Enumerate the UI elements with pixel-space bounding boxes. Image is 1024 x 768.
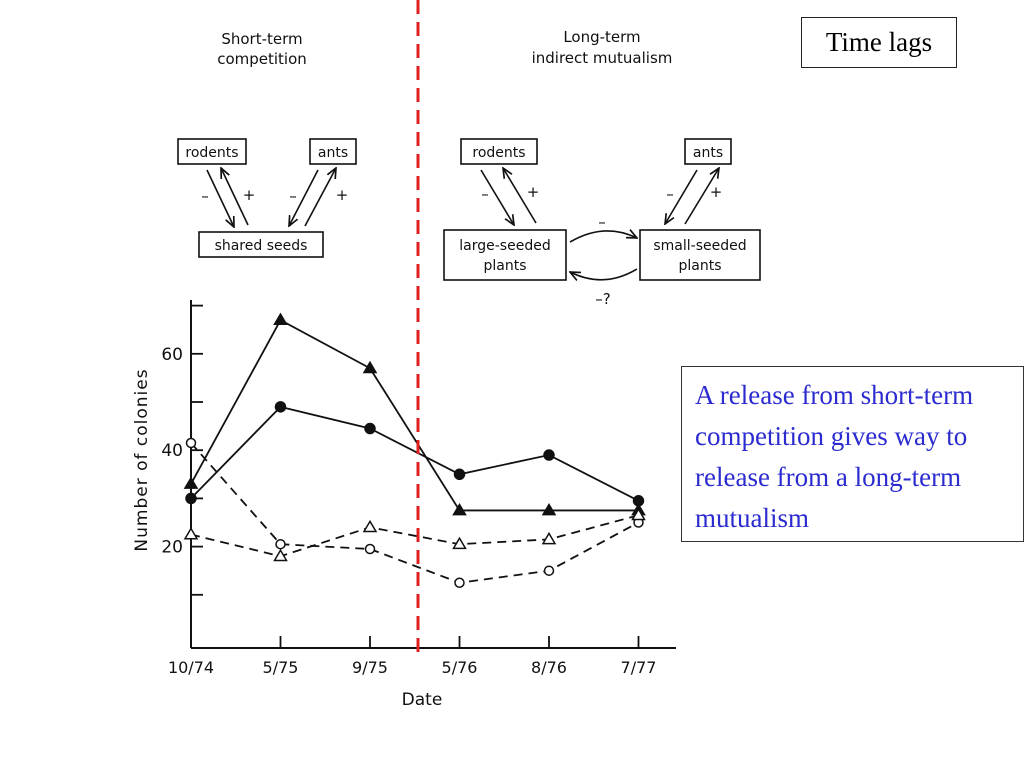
x-tick-label: 5/75 xyxy=(263,658,299,677)
ants-box xyxy=(309,138,357,165)
data-point xyxy=(273,548,288,562)
data-point xyxy=(453,468,466,481)
y-tick-label: 20 xyxy=(161,538,183,558)
x-tick-label: 8/76 xyxy=(531,658,567,677)
sign-minus-2: – xyxy=(289,187,297,205)
short-term-title-line1: Short-term xyxy=(221,30,302,48)
data-point xyxy=(452,502,467,516)
time-lags-label: Time lags xyxy=(801,17,957,68)
short-term-title-line2: competition xyxy=(217,50,307,68)
data-point xyxy=(362,360,378,374)
data-point xyxy=(631,507,646,521)
data-point xyxy=(275,538,286,550)
short-term-diagram: rodents ants shared seeds – + – + xyxy=(177,138,357,258)
rodents-label-right: rodents xyxy=(472,145,525,161)
sign-minus-question: –? xyxy=(595,290,610,308)
data-point xyxy=(183,527,199,540)
arrow-ants-to-small xyxy=(665,169,698,224)
x-tick-label: 9/75 xyxy=(352,658,388,677)
arrow-rodents-to-seeds xyxy=(206,169,234,227)
arrow-large-to-small xyxy=(569,231,637,243)
data-point xyxy=(183,476,199,489)
y-axis-label: Number of colonies xyxy=(132,368,152,551)
ants-label: ants xyxy=(318,145,348,161)
series-filled-triangle xyxy=(183,312,646,516)
sign-minus-3: – xyxy=(481,185,489,203)
arrow-small-to-large xyxy=(570,268,638,280)
large-seeded-plants-box xyxy=(443,229,567,281)
data-point xyxy=(185,437,197,449)
x-ticks: 10/74 5/75 9/75 5/76 8/76 7/77 xyxy=(168,636,657,677)
sign-plus-3: + xyxy=(527,183,540,201)
data-point xyxy=(362,519,378,533)
sign-plus-1: + xyxy=(243,186,256,204)
series-line xyxy=(190,318,639,512)
data-point xyxy=(632,495,645,507)
sign-plus-2: + xyxy=(336,186,349,204)
data-point xyxy=(541,531,557,545)
series-filled-circle xyxy=(185,401,645,507)
x-tick-label: 5/76 xyxy=(442,658,478,677)
shared-seeds-box xyxy=(198,231,324,258)
long-term-diagram: rodents ants large-seeded plants small-s… xyxy=(443,138,761,308)
arrow-ants-to-seeds xyxy=(289,169,319,226)
small-seeded-plants-box xyxy=(639,229,761,281)
series-layer xyxy=(183,312,646,588)
y-tick-label: 60 xyxy=(161,345,183,365)
x-axis-label: Date xyxy=(402,690,443,710)
arrow-seeds-to-rodents xyxy=(221,168,249,226)
small-seeded-label-line1: small-seeded xyxy=(653,238,746,254)
data-point xyxy=(185,492,197,505)
sign-plus-4: + xyxy=(710,183,723,201)
arrow-seeds-to-ants xyxy=(304,168,336,227)
rodents-box-right xyxy=(460,138,538,165)
data-point xyxy=(454,577,465,588)
data-point xyxy=(273,312,288,326)
ants-box-right xyxy=(684,138,732,165)
rodents-box xyxy=(177,138,247,165)
arrow-large-to-rodents xyxy=(503,168,537,224)
series-open-triangle xyxy=(183,507,646,562)
data-point xyxy=(274,401,287,413)
small-seeded-label-line2: plants xyxy=(678,258,721,274)
sign-minus-top: – xyxy=(598,213,606,231)
arrow-small-to-ants xyxy=(684,168,719,225)
shared-seeds-label: shared seeds xyxy=(215,238,308,254)
y-ticks: 20 40 60 xyxy=(161,304,203,596)
sign-minus-4: – xyxy=(666,185,674,203)
data-point xyxy=(541,502,557,516)
ants-label-right: ants xyxy=(693,145,723,161)
x-tick-label: 10/74 xyxy=(168,658,214,677)
data-point xyxy=(364,422,376,435)
long-term-title-line2: indirect mutualism xyxy=(532,49,673,67)
series-line xyxy=(190,405,639,502)
y-tick-label: 40 xyxy=(161,441,183,461)
sign-minus-1: – xyxy=(201,187,209,205)
x-tick-label: 7/77 xyxy=(621,658,657,677)
colonies-line-chart: 20 40 60 10/74 5/75 9/75 5/76 8/76 7/77 Date Nu… xyxy=(132,300,676,710)
data-point xyxy=(543,565,555,576)
series-line xyxy=(190,442,639,584)
explanation-note: A release from short-term competition gi… xyxy=(681,366,1024,542)
series-line xyxy=(190,514,639,558)
data-point xyxy=(364,543,376,555)
data-point xyxy=(543,449,555,461)
large-seeded-label-line2: plants xyxy=(483,258,526,274)
series-open-circle xyxy=(185,437,644,588)
long-term-title-line1: Long-term xyxy=(563,28,640,46)
arrow-rodents-to-large xyxy=(480,169,514,225)
data-point xyxy=(452,536,467,550)
large-seeded-label-line1: large-seeded xyxy=(459,238,550,254)
rodents-label: rodents xyxy=(185,145,238,161)
